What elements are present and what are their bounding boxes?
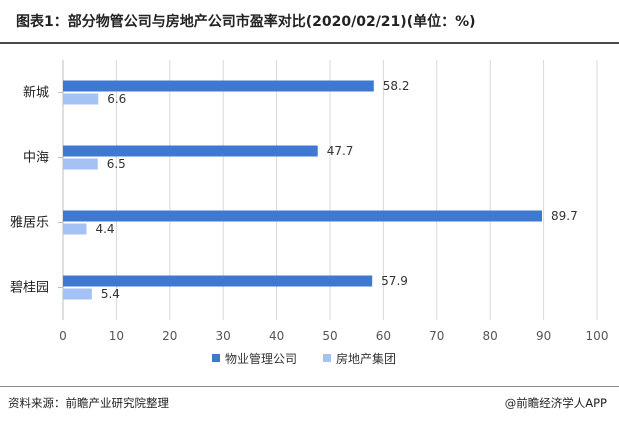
bar-real-estate — [63, 93, 99, 105]
data-label: 6.6 — [107, 92, 126, 106]
x-tick-label: 40 — [269, 329, 284, 343]
category-label: 雅居乐 — [10, 216, 49, 231]
x-tick-label: 100 — [586, 329, 609, 343]
category-label: 中海 — [23, 151, 49, 166]
title-bar: 图表1：部分物管公司与房地产公司市盈率对比(2020/02/21)(单位：%) — [0, 0, 619, 44]
x-tick-label: 50 — [322, 329, 337, 343]
bar-real-estate — [63, 288, 92, 300]
data-label: 89.7 — [551, 209, 578, 223]
data-label: 47.7 — [327, 144, 354, 158]
chart-title: 图表1：部分物管公司与房地产公司市盈率对比(2020/02/21)(单位：%) — [16, 14, 476, 30]
bar-real-estate — [63, 158, 98, 170]
data-label: 57.9 — [381, 274, 408, 288]
bar-property-management — [63, 80, 374, 92]
bar-property-management — [63, 210, 542, 222]
data-label: 4.4 — [95, 222, 114, 236]
x-tick-label: 0 — [59, 329, 67, 343]
data-label: 5.4 — [101, 287, 120, 301]
x-tick-label: 20 — [162, 329, 177, 343]
legend-label: 房地产集团 — [336, 351, 396, 366]
bar-chart: 0 10 20 30 40 50 60 70 80 90 100 新城 58.2 6.6 中海 47.7 6.5… — [10, 60, 609, 366]
data-label: 58.2 — [383, 79, 410, 93]
credit-note: @前瞻经济学人APP — [504, 396, 607, 410]
x-tick-label: 60 — [376, 329, 391, 343]
footer-divider — [0, 386, 619, 387]
x-tick-label: 10 — [109, 329, 124, 343]
legend-label: 物业管理公司 — [225, 351, 297, 366]
x-tick-label: 90 — [536, 329, 551, 343]
bar-property-management — [63, 145, 318, 157]
legend-swatch — [323, 354, 331, 362]
data-label: 6.5 — [107, 157, 126, 171]
x-tick-label: 70 — [429, 329, 444, 343]
category-label: 新城 — [23, 85, 49, 101]
x-tick-label: 80 — [483, 329, 498, 343]
category-label: 碧桂园 — [10, 281, 49, 296]
bar-property-management — [63, 275, 373, 287]
bar-real-estate — [63, 223, 87, 235]
source-note: 资料来源：前瞻产业研究院整理 — [8, 396, 169, 410]
legend-swatch — [212, 354, 220, 362]
x-tick-label: 30 — [216, 329, 231, 343]
